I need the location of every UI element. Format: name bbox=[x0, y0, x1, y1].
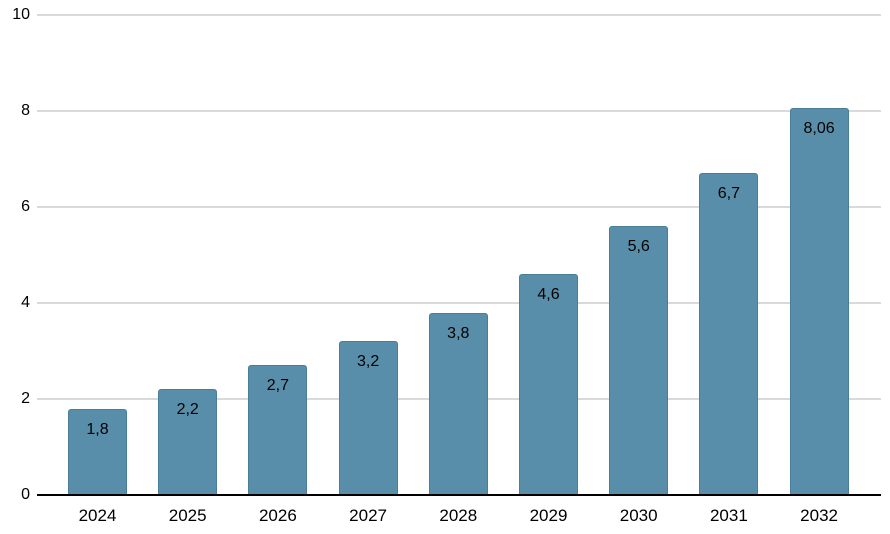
bar-value-label: 2,7 bbox=[266, 377, 290, 395]
bar-value-label: 1,8 bbox=[86, 420, 109, 438]
gridline bbox=[37, 302, 881, 304]
gridline bbox=[37, 14, 881, 16]
bar: 8,06 bbox=[789, 108, 849, 495]
bar-value-label: 3,8 bbox=[447, 324, 470, 342]
y-axis-label: 0 bbox=[21, 486, 30, 503]
bar: 3,8 bbox=[428, 312, 488, 495]
y-axis-label: 2 bbox=[21, 390, 30, 407]
x-axis-label: 2028 bbox=[439, 506, 478, 525]
x-axis-label: 2032 bbox=[800, 506, 838, 525]
x-axis-label: 2024 bbox=[78, 506, 117, 525]
y-axis-label: 8 bbox=[21, 102, 30, 119]
y-axis-label: 6 bbox=[21, 198, 30, 215]
gridline bbox=[37, 206, 881, 208]
bar-value-label: 6,7 bbox=[717, 185, 741, 203]
bar: 2,2 bbox=[158, 389, 218, 495]
x-axis-label: 2030 bbox=[619, 506, 658, 525]
x-axis-label: 2029 bbox=[529, 506, 568, 525]
bar-value-label: 8,06 bbox=[803, 120, 835, 138]
bar: 4,6 bbox=[519, 274, 578, 495]
y-axis-label: 10 bbox=[12, 6, 30, 23]
bar-value-label: 4,6 bbox=[537, 286, 560, 304]
x-axis-line bbox=[37, 494, 881, 496]
bar: 3,2 bbox=[338, 341, 398, 495]
x-axis-label: 2026 bbox=[258, 506, 297, 525]
bar-value-label: 5,6 bbox=[627, 238, 650, 256]
y-axis-label: 4 bbox=[21, 294, 30, 311]
bar-value-label: 3,2 bbox=[356, 353, 380, 371]
bar-value-label: 2,2 bbox=[176, 401, 199, 419]
bar: 5,6 bbox=[609, 226, 669, 495]
bar: 6,7 bbox=[699, 173, 759, 495]
bar: 2,7 bbox=[248, 365, 308, 495]
x-axis-label: 2025 bbox=[168, 506, 207, 525]
x-axis-label: 2031 bbox=[709, 506, 748, 525]
gridline bbox=[37, 110, 881, 112]
bar: 1,8 bbox=[68, 408, 127, 495]
x-axis-label: 2027 bbox=[349, 506, 387, 525]
